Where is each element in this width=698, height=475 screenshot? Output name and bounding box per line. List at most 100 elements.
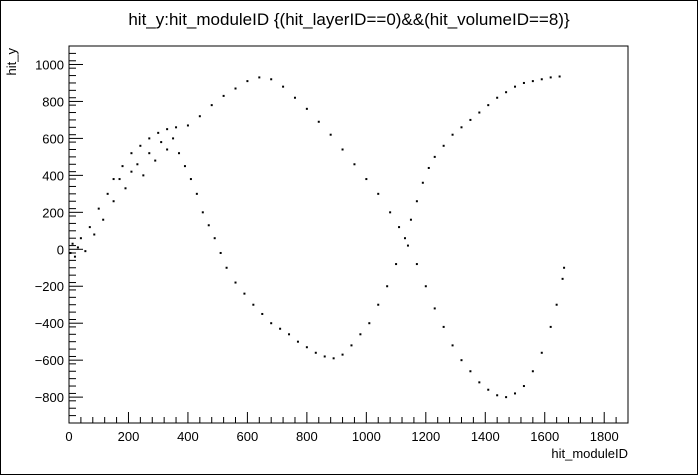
scatter-point — [186, 124, 189, 127]
scatter-point — [451, 344, 454, 347]
x-tick-label: 600 — [237, 429, 259, 444]
scatter-point — [368, 322, 371, 325]
scatter-point — [359, 333, 362, 336]
scatter-point — [549, 76, 552, 79]
scatter-point — [398, 226, 401, 229]
x-tick-label: 800 — [296, 429, 318, 444]
scatter-point — [406, 244, 409, 247]
scatter-point — [377, 303, 380, 306]
y-tick-label: 1000 — [35, 57, 64, 72]
scatter-point — [106, 192, 109, 195]
scatter-point — [246, 80, 249, 83]
scatter-point — [160, 141, 163, 144]
scatter-point — [93, 233, 96, 236]
scatter-point — [460, 126, 463, 129]
scatter-point — [427, 166, 430, 169]
x-tick-label: 1000 — [352, 429, 381, 444]
scatter-point — [341, 353, 344, 356]
scatter-point — [317, 120, 320, 123]
scatter-point — [288, 333, 291, 336]
scatter-point — [531, 80, 534, 83]
scatter-point — [540, 351, 543, 354]
scatter-point — [79, 237, 82, 240]
scatter-point — [243, 292, 246, 295]
scatter-point — [112, 178, 115, 181]
y-tick-label: 600 — [42, 131, 64, 146]
scatter-point — [121, 165, 124, 168]
scatter-point — [540, 78, 543, 81]
scatter-point — [389, 211, 392, 214]
scatter-point — [514, 392, 517, 395]
plot-frame — [68, 45, 629, 424]
scatter-point — [505, 396, 508, 399]
scatter-point — [522, 81, 525, 84]
scatter-point — [496, 394, 499, 397]
y-tick-label: −600 — [35, 353, 64, 368]
scatter-point — [365, 178, 368, 181]
scatter-point — [555, 303, 558, 306]
scatter-point — [175, 126, 178, 129]
x-axis-label: hit_moduleID — [551, 446, 628, 461]
y-tick-label: 800 — [42, 94, 64, 109]
scatter-point — [496, 96, 499, 99]
scatter-point — [76, 246, 79, 249]
scatter-point — [558, 75, 561, 78]
scatter-point — [198, 115, 201, 118]
scatter-point — [148, 152, 151, 155]
scatter-point — [157, 131, 160, 134]
scatter-point — [329, 133, 332, 136]
scatter-point — [69, 251, 72, 254]
scatter-point — [71, 242, 74, 245]
scatter-point — [130, 152, 133, 155]
scatter-point — [222, 94, 225, 97]
scatter-point — [522, 385, 525, 388]
scatter-point — [154, 159, 157, 162]
scatter-point — [505, 91, 508, 94]
scatter-point — [561, 277, 564, 280]
scatter-point — [350, 344, 353, 347]
y-tick-label: 200 — [42, 205, 64, 220]
scatter-point — [178, 152, 181, 155]
scatter-point — [514, 85, 517, 88]
chart-title: hit_y:hit_moduleID {(hit_layerID==0)&&(h… — [128, 10, 570, 29]
scatter-point — [531, 370, 534, 373]
scatter-point — [478, 111, 481, 114]
scatter-point — [296, 340, 299, 343]
y-tick-label: −400 — [35, 316, 64, 331]
scatter-point — [189, 178, 192, 181]
scatter-point — [258, 76, 261, 79]
scatter-point — [415, 263, 418, 266]
scatter-point — [433, 155, 436, 158]
scatter-point — [166, 128, 169, 131]
scatter-point — [112, 200, 115, 203]
x-tick-label: 1200 — [411, 429, 440, 444]
scatter-point — [270, 322, 273, 325]
scatter-point — [386, 285, 389, 288]
scatter-point — [415, 200, 418, 203]
scatter-point — [460, 359, 463, 362]
scatter-point — [183, 165, 186, 168]
scatter-point — [88, 226, 91, 229]
scatter-point — [314, 351, 317, 354]
scatter-point — [166, 148, 169, 151]
scatter-point — [172, 137, 175, 140]
scatter-point — [252, 303, 255, 306]
y-tick-label: −200 — [35, 279, 64, 294]
scatter-point — [563, 266, 566, 269]
scatter-point — [451, 133, 454, 136]
scatter-point — [305, 346, 308, 349]
y-tick-label: −800 — [35, 390, 64, 405]
scatter-point — [403, 237, 406, 240]
scatter-point — [442, 144, 445, 147]
scatter-point — [409, 218, 412, 221]
y-axis: −800 −600 −400 −200 0 200 400 600 800 1000 — [35, 52, 83, 417]
scatter-point — [433, 307, 436, 310]
scatter-point — [377, 192, 380, 195]
scatter-point — [136, 163, 139, 166]
scatter-point — [332, 357, 335, 360]
x-tick-label: 1600 — [530, 429, 559, 444]
scatter-point — [353, 163, 356, 166]
x-tick-label: 400 — [177, 429, 199, 444]
